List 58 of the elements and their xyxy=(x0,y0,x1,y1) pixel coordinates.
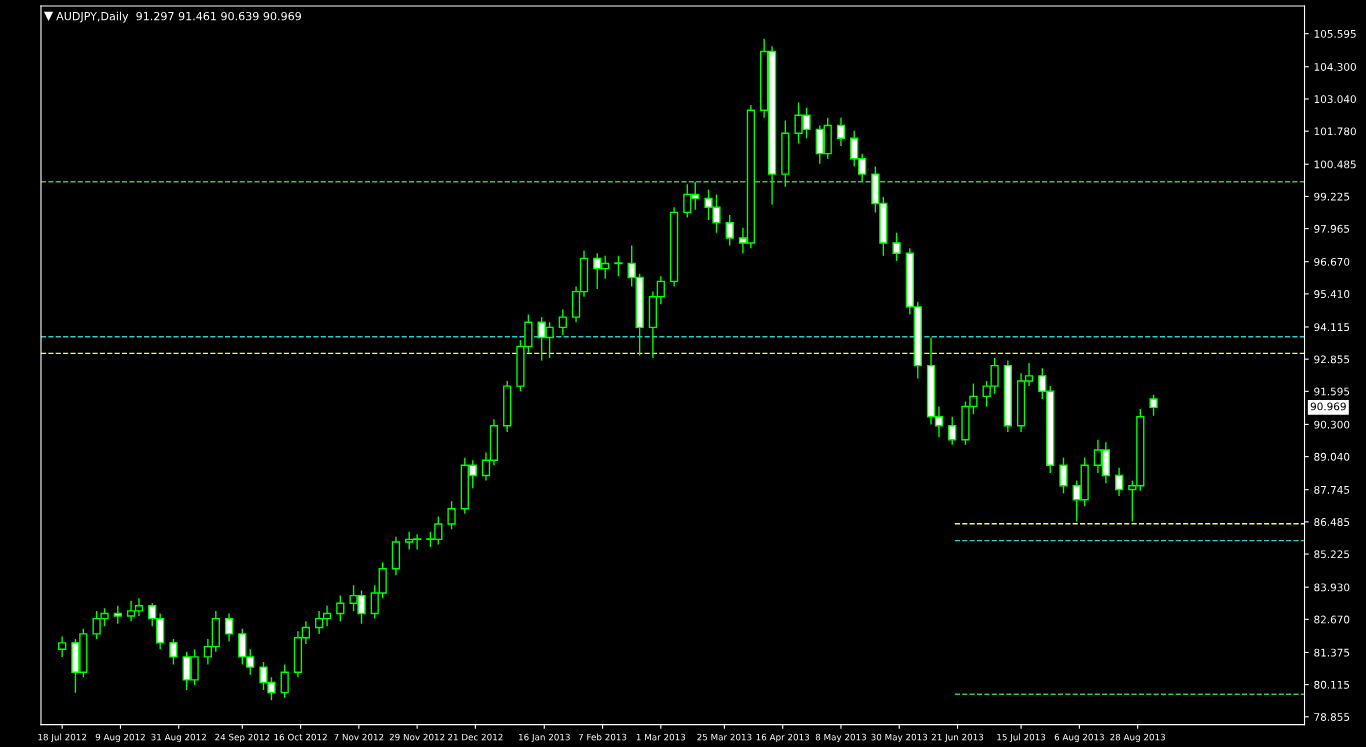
candlestick xyxy=(1114,467,1124,497)
x-tick-label: 16 Jan 2013 xyxy=(519,733,570,743)
y-tick-label: 90.300 xyxy=(1314,420,1350,429)
y-tick-label: 95.410 xyxy=(1314,290,1350,298)
y-tick-label: 99.225 xyxy=(1314,192,1350,201)
candlestick xyxy=(224,612,234,643)
x-tick-label: 16 Oct 2012 xyxy=(274,733,327,741)
y-tick-label: 83.930 xyxy=(1314,583,1350,592)
candlestick xyxy=(1149,394,1158,417)
candlestick xyxy=(1059,456,1068,495)
y-tick-label: 100.485 xyxy=(1314,160,1356,169)
y-tick-label: 91.595 xyxy=(1314,387,1350,396)
candlestick xyxy=(725,214,734,247)
candlestick xyxy=(948,416,957,446)
candlestick xyxy=(892,232,901,262)
y-tick-label: 78.855 xyxy=(1314,713,1350,721)
x-tick-label: 15 Jul 2013 xyxy=(997,733,1046,743)
y-tick-label: 86.485 xyxy=(1314,518,1350,526)
y-tick-label: 87.745 xyxy=(1314,485,1350,494)
x-tick-label: 18 Jul 2012 xyxy=(38,733,87,743)
text: AUDJPY,Daily 91.297 91.461 90.639 90.969 xyxy=(56,11,301,23)
x-tick-label: 7 Feb 2013 xyxy=(578,733,627,741)
candlestick xyxy=(280,663,289,699)
x-tick-label: 29 Nov 2012 xyxy=(389,733,445,741)
y-tick-label: 92.855 xyxy=(1314,355,1350,364)
x-tick-label: 1 Mar 2013 xyxy=(636,733,686,741)
x-tick-label: 16 Apr 2013 xyxy=(756,733,810,743)
y-tick-label: 81.375 xyxy=(1314,648,1350,657)
x-tick-label: 6 Aug 2013 xyxy=(1054,733,1104,743)
candlestick xyxy=(336,594,345,622)
x-tick-label: 21 Jun 2013 xyxy=(931,733,984,743)
y-tick-label: 103.040 xyxy=(1314,95,1356,104)
x-tick-label: 30 May 2013 xyxy=(871,733,928,743)
x-tick-label: 9 Aug 2012 xyxy=(95,733,145,743)
y-tick-label: 94.115 xyxy=(1314,323,1350,332)
y-tick-label: 80.115 xyxy=(1314,680,1350,689)
candlestick xyxy=(836,117,846,147)
candlestick xyxy=(614,255,623,277)
x-tick-label: 21 Dec 2012 xyxy=(448,733,503,741)
x-tick-label: 24 Sep 2012 xyxy=(215,733,270,743)
y-tick-label: 101.780 xyxy=(1314,127,1356,136)
y-tick-label: 105.595 xyxy=(1314,29,1356,38)
x-tick-label: 7 Nov 2012 xyxy=(334,733,384,741)
candlestick xyxy=(447,500,456,530)
candlestick xyxy=(58,635,67,658)
x-tick-label: 31 Aug 2012 xyxy=(151,733,206,743)
y-tick-label: 89.040 xyxy=(1314,452,1350,461)
candlestick xyxy=(558,308,567,336)
y-tick-label: 82.670 xyxy=(1314,615,1350,624)
y-tick-label: 97.965 xyxy=(1314,224,1350,233)
x-tick-label: 28 Aug 2013 xyxy=(1110,733,1165,743)
y-tick-label: 104.300 xyxy=(1314,63,1356,71)
y-tick-label: 96.670 xyxy=(1314,257,1350,266)
candlestick xyxy=(169,638,178,666)
text: 90.969 xyxy=(1310,402,1346,411)
y-tick-label: 85.225 xyxy=(1314,550,1350,559)
x-tick-label: 8 May 2013 xyxy=(815,733,867,743)
x-tick-label: 25 Mar 2013 xyxy=(697,733,752,741)
